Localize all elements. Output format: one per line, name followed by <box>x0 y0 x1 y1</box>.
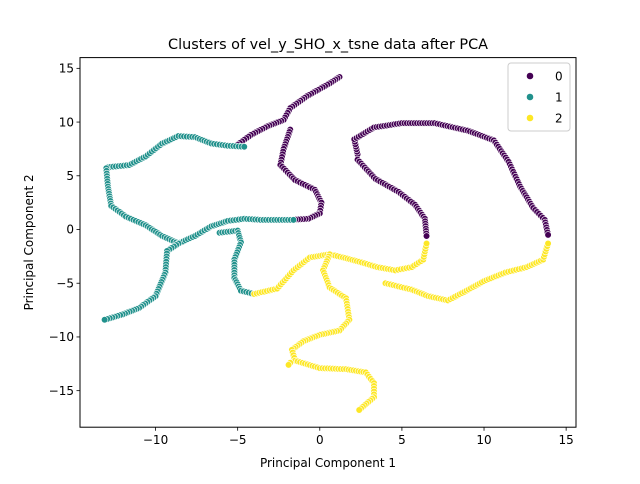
series-2-points <box>250 239 552 414</box>
y-tick-label: −15 <box>49 384 74 398</box>
y-tick-label: 0 <box>66 223 74 237</box>
data-point <box>422 232 431 240</box>
x-tick-label: −10 <box>143 433 168 447</box>
y-axis-ticks: −15 −10 −5 0 5 10 15 <box>49 62 80 398</box>
data-point <box>422 239 431 248</box>
y-tick-label: 5 <box>66 169 74 183</box>
x-axis-ticks: −10 −5 0 5 10 15 <box>143 427 574 447</box>
data-point <box>355 406 363 414</box>
legend-label-2: 2 <box>555 111 563 125</box>
legend-marker-1 <box>526 93 534 101</box>
data-point <box>544 239 552 248</box>
legend: 0 1 2 <box>507 62 571 132</box>
data-point <box>101 316 109 324</box>
legend-label-1: 1 <box>555 90 563 104</box>
y-axis-label: Principal Component 2 <box>22 174 36 310</box>
legend-box <box>507 62 571 132</box>
legend-items: 0 1 2 <box>526 69 563 125</box>
legend-marker-0 <box>526 72 534 80</box>
chart-title: Clusters of vel_y_SHO_x_tsne data after … <box>168 37 488 53</box>
data-point <box>289 216 298 224</box>
x-tick-label: 5 <box>398 433 406 447</box>
points-layer <box>101 73 552 414</box>
x-tick-label: −5 <box>229 433 247 447</box>
legend-marker-2 <box>526 114 534 122</box>
data-point <box>544 231 552 239</box>
x-tick-label: 10 <box>476 433 491 447</box>
legend-label-0: 0 <box>555 69 563 83</box>
x-axis-label: Principal Component 1 <box>260 456 396 470</box>
data-point <box>240 143 248 151</box>
y-tick-label: 10 <box>59 115 74 129</box>
y-tick-label: −5 <box>56 276 74 290</box>
x-tick-label: 15 <box>559 433 574 447</box>
data-point <box>284 361 293 369</box>
y-tick-label: 15 <box>59 62 74 76</box>
y-tick-label: −10 <box>49 330 74 344</box>
x-tick-label: 0 <box>316 433 324 447</box>
axes-frame <box>79 57 577 428</box>
